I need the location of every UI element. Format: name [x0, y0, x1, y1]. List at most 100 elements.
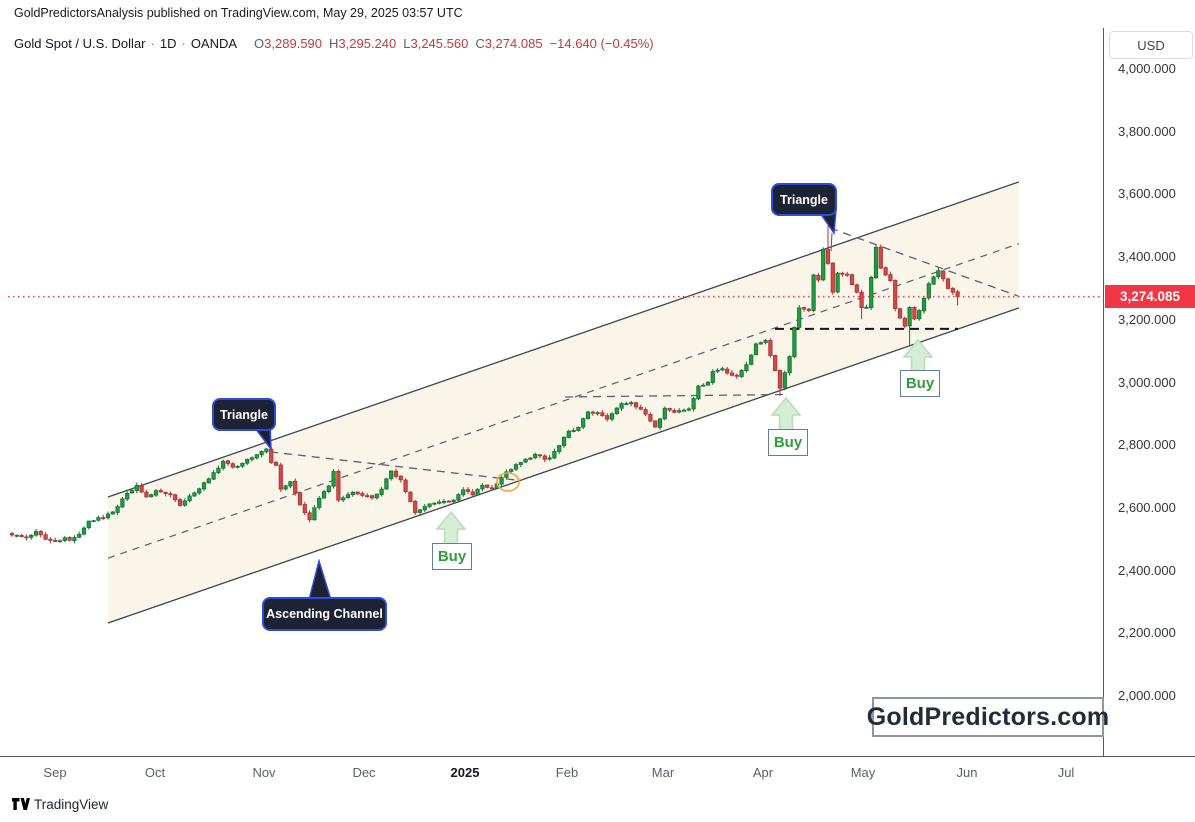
candle-body — [811, 274, 816, 311]
candle-body — [624, 403, 629, 405]
candle-body — [96, 517, 101, 521]
candle-body — [840, 272, 845, 275]
ohlc-value: 3,245.560 — [410, 36, 469, 51]
candle-body — [845, 273, 850, 276]
candle-body — [806, 308, 811, 311]
chart-canvas[interactable] — [0, 28, 1103, 756]
candle-body — [945, 278, 951, 289]
triangle-2-top-trendline[interactable] — [829, 227, 1019, 297]
candle-body — [773, 355, 778, 372]
time-tick-2025: 2025 — [450, 765, 480, 780]
buy-arrow-icon[interactable] — [435, 510, 467, 546]
candle-body — [379, 488, 384, 495]
candle-body — [326, 485, 331, 493]
callout-tail — [308, 558, 333, 601]
candle-body — [312, 507, 317, 521]
candle-body — [523, 458, 528, 463]
candle-body — [701, 384, 706, 387]
time-axis[interactable]: Sep Oct Nov Dec 2025 Feb Mar Apr May Jun Jul — [0, 756, 1195, 791]
candle-body — [941, 270, 946, 280]
interval-label[interactable]: 1D — [159, 36, 177, 51]
time-tick-jun: Jun — [956, 765, 978, 780]
time-tick-mar: Mar — [651, 765, 675, 780]
channel-lower-line[interactable] — [107, 307, 1020, 624]
candle-body — [705, 381, 711, 386]
candle-body — [19, 535, 24, 538]
candle-body — [902, 317, 907, 327]
candle-body — [81, 527, 87, 535]
candle-body — [33, 531, 39, 536]
candle-body — [413, 500, 418, 514]
time-tick-nov: Nov — [252, 765, 276, 780]
tradingview-brand-text[interactable]: TradingView — [34, 797, 109, 812]
candle-body — [557, 445, 562, 452]
candle-body — [230, 463, 235, 468]
candle-body — [29, 534, 34, 538]
candle-body — [653, 420, 658, 428]
candle-body — [134, 484, 139, 491]
candle-body — [763, 340, 768, 343]
buy-marker-label[interactable]: Buy — [432, 543, 472, 570]
candle-body — [768, 339, 773, 356]
callout-triangle[interactable]: Triangle — [212, 398, 276, 431]
candle-body — [331, 471, 336, 487]
candle-body — [782, 372, 787, 389]
channel-upper-line[interactable] — [107, 181, 1020, 498]
candle-body — [686, 408, 691, 411]
symbol-title[interactable]: Gold Spot / U.S. Dollar — [14, 36, 146, 51]
currency-toggle-button[interactable]: USD — [1109, 31, 1193, 59]
tradingview-logo-icon[interactable] — [12, 798, 30, 812]
ohlc-value: 3,289.590 — [264, 36, 323, 51]
candle-body — [499, 477, 504, 485]
candle-body — [581, 418, 586, 428]
price-tick-label: 3,800.000 — [1118, 123, 1176, 139]
candle-body — [504, 471, 509, 478]
candle-body — [53, 539, 58, 542]
price-tick-label: 2,200.000 — [1118, 625, 1176, 641]
candle-body — [917, 310, 922, 320]
buy-arrow-icon[interactable] — [770, 396, 802, 432]
candle-body — [830, 262, 835, 293]
candle-body — [264, 448, 269, 453]
candle-body — [921, 297, 927, 312]
candle-body — [614, 407, 619, 415]
published-attribution: GoldPredictorsAnalysis published on Trad… — [14, 6, 463, 20]
candle-body — [57, 540, 63, 543]
candle-body — [528, 457, 533, 460]
candle-body — [662, 407, 667, 420]
candle-body — [341, 497, 346, 501]
candle-body — [821, 248, 826, 281]
candle-body — [869, 277, 874, 309]
callout-triangle[interactable]: Triangle — [771, 183, 837, 216]
pennant-top-trendline[interactable] — [564, 393, 790, 398]
candle-body — [182, 500, 187, 506]
candle-body — [317, 497, 322, 508]
callout-ascending-channel[interactable]: Ascending Channel — [262, 597, 387, 631]
candle-body — [149, 494, 154, 498]
candle-body — [307, 512, 312, 520]
channel-mid-line[interactable] — [107, 243, 1020, 559]
candle-body — [907, 306, 912, 327]
last-price-badge: 3,274.085 — [1105, 285, 1195, 309]
candle-body — [893, 280, 898, 309]
candle-body — [485, 484, 490, 488]
buy-marker-label[interactable]: Buy — [900, 370, 940, 397]
breakout-highlight-circle[interactable] — [496, 472, 520, 492]
ascending-channel-fill[interactable] — [108, 181, 1019, 624]
candle-body — [216, 467, 221, 474]
price-axis[interactable]: USD 4,000.000 3,800.000 3,600.000 3,400.000… — [1103, 28, 1195, 756]
footer-bar: TradingView — [0, 789, 1195, 822]
candle-body — [77, 533, 82, 538]
candle-body — [369, 495, 375, 499]
candle-body — [197, 488, 202, 494]
separator-dot: · — [181, 36, 186, 51]
candle-body — [547, 457, 552, 460]
candle-body — [912, 307, 917, 320]
candle-body — [302, 504, 307, 514]
callout-anchor-line — [830, 232, 833, 252]
candle-body — [221, 460, 226, 469]
candle-body — [513, 464, 519, 470]
buy-marker-label[interactable]: Buy — [768, 429, 808, 456]
candle-body — [38, 531, 43, 536]
